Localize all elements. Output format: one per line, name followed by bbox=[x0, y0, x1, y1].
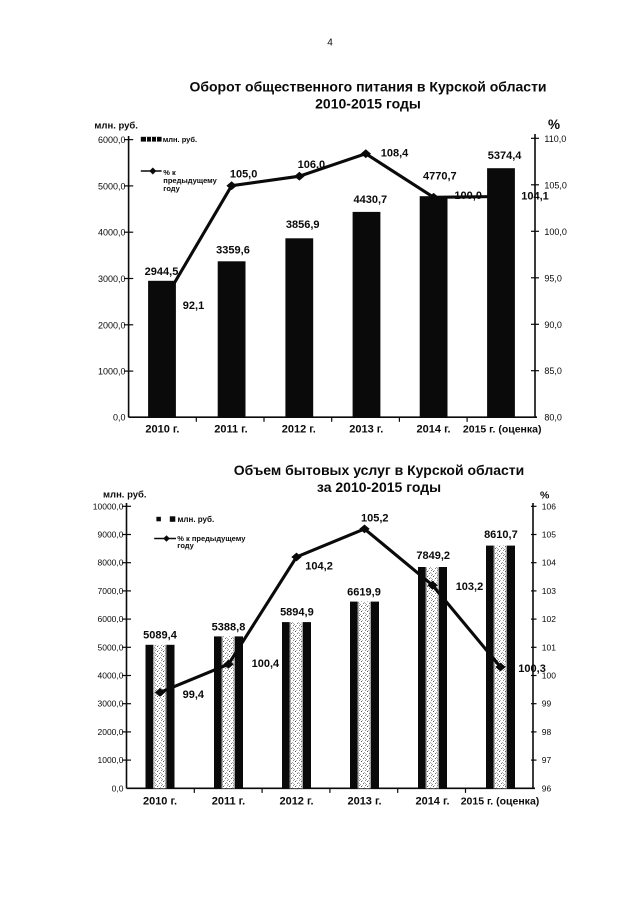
svg-text:%: % bbox=[548, 117, 560, 132]
svg-text:6619,9: 6619,9 bbox=[347, 587, 381, 599]
svg-text:2013 г.: 2013 г. bbox=[349, 424, 383, 436]
svg-text:5388,8: 5388,8 bbox=[212, 622, 246, 634]
svg-text:90,0: 90,0 bbox=[544, 320, 562, 330]
svg-text:99,4: 99,4 bbox=[183, 689, 205, 701]
svg-text:3000,0: 3000,0 bbox=[98, 274, 126, 284]
svg-text:4000,0: 4000,0 bbox=[98, 671, 124, 681]
svg-text:2010-2015 годы: 2010-2015 годы bbox=[315, 96, 421, 112]
svg-text:104: 104 bbox=[542, 558, 556, 568]
svg-text:95,0: 95,0 bbox=[544, 273, 562, 283]
svg-text:85,0: 85,0 bbox=[544, 366, 562, 376]
svg-text:0,0: 0,0 bbox=[112, 783, 124, 793]
svg-text:10000,0: 10000,0 bbox=[93, 501, 124, 511]
svg-text:4: 4 bbox=[327, 38, 333, 49]
svg-text:% к: % к bbox=[163, 168, 176, 177]
svg-text:млн. руб.: млн. руб. bbox=[163, 135, 197, 144]
svg-text:3359,6: 3359,6 bbox=[216, 245, 250, 257]
svg-text:103: 103 bbox=[542, 586, 556, 596]
svg-text:2944,5: 2944,5 bbox=[145, 266, 179, 278]
svg-text:8610,7: 8610,7 bbox=[484, 529, 518, 541]
svg-text:2014 г.: 2014 г. bbox=[415, 796, 449, 808]
svg-text:80,0: 80,0 bbox=[544, 413, 562, 423]
svg-text:2011 г.: 2011 г. bbox=[214, 424, 247, 436]
svg-text:105,0: 105,0 bbox=[230, 169, 258, 181]
svg-text:млн. руб.: млн. руб. bbox=[178, 515, 215, 524]
svg-text:102: 102 bbox=[542, 614, 556, 624]
svg-text:2015 г. (оценка): 2015 г. (оценка) bbox=[463, 424, 542, 436]
svg-text:100,3: 100,3 bbox=[518, 663, 546, 675]
svg-text:5000,0: 5000,0 bbox=[98, 181, 126, 191]
svg-text:9000,0: 9000,0 bbox=[98, 530, 124, 540]
svg-text:103,2: 103,2 bbox=[456, 581, 484, 593]
svg-text:2010 г.: 2010 г. bbox=[145, 424, 179, 436]
svg-text:2015 г. (оценка): 2015 г. (оценка) bbox=[461, 796, 540, 808]
svg-text:104,1: 104,1 bbox=[521, 191, 549, 203]
svg-text:2014 г.: 2014 г. bbox=[417, 424, 451, 436]
svg-text:2000,0: 2000,0 bbox=[98, 727, 124, 737]
svg-text:96: 96 bbox=[542, 783, 552, 793]
svg-text:7849,2: 7849,2 bbox=[416, 550, 450, 562]
svg-text:106,0: 106,0 bbox=[298, 159, 326, 171]
svg-text:5000,0: 5000,0 bbox=[98, 642, 124, 652]
svg-text:106: 106 bbox=[542, 501, 556, 511]
svg-text:5894,9: 5894,9 bbox=[280, 607, 314, 619]
svg-text:104,2: 104,2 bbox=[305, 560, 333, 572]
svg-text:5374,4: 5374,4 bbox=[488, 150, 523, 162]
svg-text:млн. руб.: млн. руб. bbox=[94, 121, 138, 132]
svg-text:%: % bbox=[540, 490, 550, 502]
svg-text:7000,0: 7000,0 bbox=[98, 586, 124, 596]
svg-text:4430,7: 4430,7 bbox=[353, 194, 387, 206]
svg-text:8000,0: 8000,0 bbox=[98, 558, 124, 568]
svg-text:108,4: 108,4 bbox=[381, 148, 409, 160]
svg-text:1000,0: 1000,0 bbox=[98, 367, 126, 377]
svg-text:100: 100 bbox=[542, 671, 556, 681]
svg-text:2000,0: 2000,0 bbox=[98, 320, 126, 330]
svg-text:млн. руб.: млн. руб. bbox=[103, 490, 147, 501]
svg-text:99: 99 bbox=[542, 699, 552, 709]
svg-text:3000,0: 3000,0 bbox=[98, 699, 124, 709]
svg-text:100,0: 100,0 bbox=[544, 227, 567, 237]
svg-text:предыдущему: предыдущему bbox=[163, 176, 217, 185]
svg-text:105,2: 105,2 bbox=[361, 513, 389, 525]
svg-text:6000,0: 6000,0 bbox=[98, 135, 126, 145]
svg-text:6000,0: 6000,0 bbox=[98, 614, 124, 624]
svg-text:105,0: 105,0 bbox=[544, 180, 567, 190]
svg-text:1000,0: 1000,0 bbox=[98, 755, 124, 765]
svg-text:97: 97 bbox=[542, 755, 552, 765]
svg-text:3856,9: 3856,9 bbox=[286, 219, 320, 231]
svg-text:4000,0: 4000,0 bbox=[98, 228, 126, 238]
svg-text:% к предыдущему: % к предыдущему bbox=[177, 534, 246, 543]
svg-text:году: году bbox=[177, 541, 194, 550]
svg-text:Оборот общественного питания в: Оборот общественного питания в Курской о… bbox=[189, 79, 546, 95]
svg-text:105: 105 bbox=[542, 530, 556, 540]
svg-text:2010 г.: 2010 г. bbox=[143, 796, 177, 808]
svg-text:2011 г.: 2011 г. bbox=[212, 796, 245, 808]
svg-text:2012 г.: 2012 г. bbox=[279, 796, 313, 808]
svg-text:2012 г.: 2012 г. bbox=[282, 424, 316, 436]
svg-text:0,0: 0,0 bbox=[113, 413, 126, 423]
svg-text:92,1: 92,1 bbox=[183, 300, 204, 312]
svg-text:98: 98 bbox=[542, 727, 552, 737]
svg-text:году: году bbox=[163, 184, 180, 193]
svg-text:101: 101 bbox=[542, 642, 556, 652]
svg-text:5089,4: 5089,4 bbox=[143, 630, 178, 642]
svg-text:4770,7: 4770,7 bbox=[423, 171, 457, 183]
svg-text:Объем бытовых услуг в Курской: Объем бытовых услуг в Курской области bbox=[234, 462, 525, 478]
svg-text:за 2010-2015 годы: за 2010-2015 годы bbox=[317, 479, 441, 495]
svg-text:100,4: 100,4 bbox=[252, 658, 280, 670]
svg-text:110,0: 110,0 bbox=[544, 134, 566, 144]
svg-text:2013 г.: 2013 г. bbox=[347, 796, 381, 808]
